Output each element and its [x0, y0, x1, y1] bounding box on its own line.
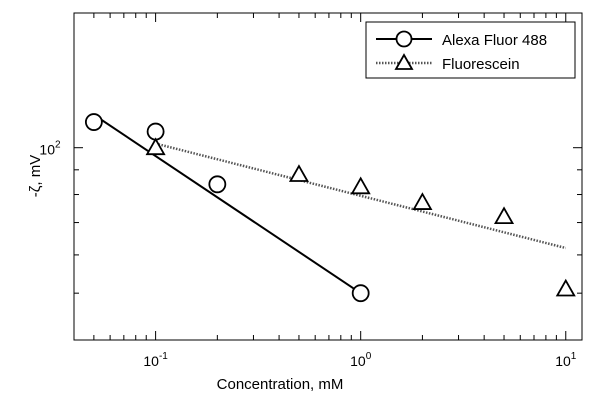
point-fluorescein — [145, 137, 166, 156]
plot-frame — [73, 12, 583, 341]
fit-line-fluorescein — [155, 142, 567, 250]
x-tick-label: 101 — [555, 351, 577, 369]
data-points — [84, 113, 576, 303]
point-fluorescein — [350, 176, 371, 195]
y-tick-label: 102 — [39, 140, 61, 158]
x-tick-label: 10-1 — [143, 351, 168, 369]
point-alexa — [84, 113, 103, 131]
x-tick-label: 100 — [350, 351, 372, 369]
fit-lines — [93, 113, 567, 295]
axis-ticks: 10-1 100 101 102 — [39, 13, 582, 369]
legend-marker-alexa — [395, 30, 413, 48]
point-fluorescein — [493, 206, 515, 225]
point-alexa — [146, 122, 165, 141]
point-alexa — [208, 175, 227, 194]
point-fluorescein — [288, 164, 309, 182]
point-fluorescein — [412, 192, 433, 210]
y-axis-label: -ζ, mV — [27, 155, 44, 197]
point-alexa — [351, 284, 370, 303]
fit-line-alexa — [93, 113, 362, 295]
point-fluorescein — [555, 278, 576, 297]
legend-label-fluorescein: Fluorescein — [442, 56, 520, 73]
legend-label-alexa: Alexa Fluor 488 — [442, 32, 547, 49]
legend: Alexa Fluor 488 Fluorescein — [365, 21, 576, 79]
legend-marker-fluorescein — [394, 53, 414, 70]
x-axis-label: Concentration, mM — [217, 376, 344, 393]
